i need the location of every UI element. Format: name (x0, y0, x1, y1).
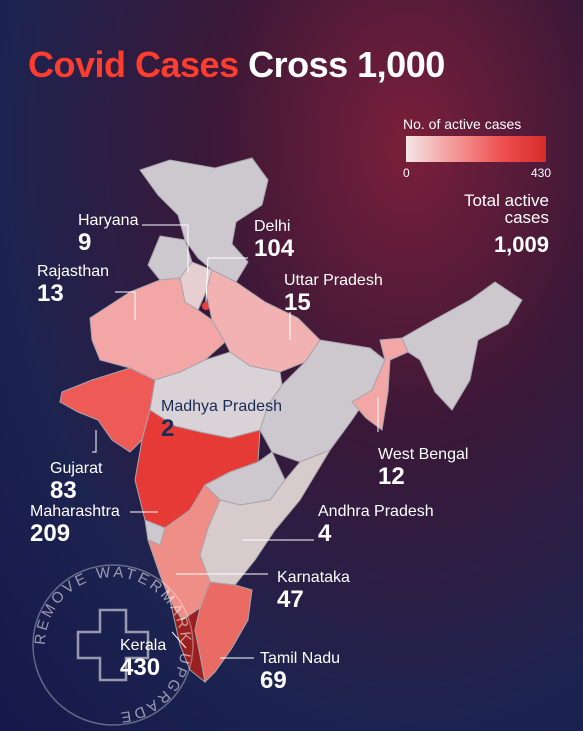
region-north (139, 157, 269, 283)
label-rajasthan: Rajasthan 13 (37, 263, 109, 307)
label-haryana: Haryana 9 (78, 212, 138, 256)
state-name: Andhra Pradesh (318, 503, 434, 520)
state-name: Kerala (120, 637, 167, 654)
label-uttar-pradesh: Uttar Pradesh 15 (284, 272, 383, 316)
label-tamil-nadu: Tamil Nadu 69 (260, 650, 340, 694)
watermark-seal: REMOVE WATERMARK UPGRADE (32, 564, 194, 726)
leader-lines (92, 224, 379, 659)
region-north-east (401, 281, 523, 411)
state-value: 69 (260, 667, 287, 694)
region-gujarat (59, 367, 156, 453)
state-value: 9 (78, 229, 92, 256)
total-label: Total active cases (463, 191, 549, 227)
state-value: 4 (318, 520, 332, 547)
state-name: Rajasthan (37, 263, 110, 280)
state-name: Tamil Nadu (260, 650, 341, 667)
state-value: 104 (254, 235, 295, 262)
label-karnataka: Karnataka 47 (277, 569, 350, 613)
label-gujarat: Gujarat 83 (50, 460, 102, 504)
leader-haryana (142, 224, 189, 272)
legend-max: 430 (531, 166, 552, 180)
state-value: 12 (378, 463, 405, 490)
state-value: 83 (50, 477, 77, 504)
page-title: Covid Cases Cross 1,000 (28, 44, 445, 86)
state-value: 2 (161, 415, 175, 442)
state-name: West Bengal (378, 446, 469, 463)
legend-color-scale (406, 136, 546, 162)
state-name: Madhya Pradesh (161, 398, 282, 415)
region-kerala (169, 599, 206, 684)
region-delhi (202, 302, 210, 310)
state-value: 47 (277, 586, 304, 613)
leader-kerala (171, 631, 187, 649)
total-value: 1,009 (493, 232, 549, 257)
state-name: Maharashtra (30, 503, 120, 520)
leader-gujarat (92, 430, 97, 453)
leader-rajasthan (115, 291, 136, 320)
watermark-cross-icon (76, 608, 150, 682)
state-name: Delhi (254, 218, 291, 235)
title-main: Cross 1,000 (248, 44, 445, 85)
label-madhya-pradesh: Madhya Pradesh 2 (161, 398, 282, 442)
legend-min: 0 (403, 166, 410, 180)
state-value: 15 (284, 289, 311, 316)
state-value: 209 (30, 520, 71, 547)
label-andhra-pradesh: Andhra Pradesh 4 (318, 503, 434, 547)
label-delhi: Delhi 104 (254, 218, 294, 262)
state-name: Haryana (78, 212, 139, 229)
state-value: 13 (37, 280, 64, 307)
legend-title: No. of active cases (403, 116, 522, 132)
title-accent: Covid Cases (28, 44, 239, 85)
leader-delhi (205, 257, 248, 303)
state-name: Gujarat (50, 460, 103, 477)
state-name: Karnataka (277, 569, 350, 586)
label-maharashtra: Maharashtra 209 (30, 503, 120, 547)
label-west-bengal: West Bengal 12 (378, 446, 468, 490)
state-name: Uttar Pradesh (284, 272, 383, 289)
